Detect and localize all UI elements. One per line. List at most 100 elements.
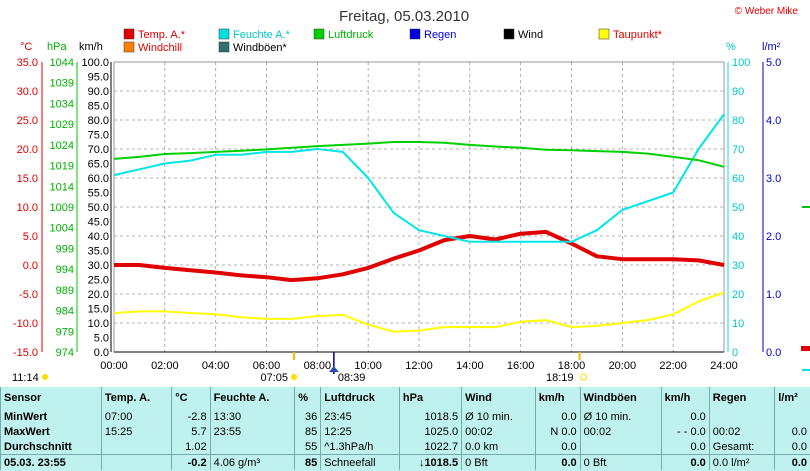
wind-tick-label: 95.0 <box>88 72 109 84</box>
table-header-cell: hPa <box>398 387 462 409</box>
rain-tick-label: 5.0 <box>766 57 781 69</box>
table-cell: 1022.7 <box>398 439 462 455</box>
weather-chart: Freitag, 05.03.2010 © Weber Mike Temp. A… <box>12 6 810 384</box>
stats-table: Sensor Temp. A. °C Feuchte A.% Luftdruck hPa W… <box>0 387 810 471</box>
table-cell: 0.0 l/m² <box>708 454 775 470</box>
legend-swatch <box>503 28 515 40</box>
wind-tick-label: 25.0 <box>88 275 109 287</box>
table-cell: Schneefall <box>320 454 400 470</box>
table-cell: 0.0 <box>774 439 810 455</box>
wind-tick-label: 80.0 <box>88 115 109 127</box>
table-header-cell: Wind <box>461 387 536 409</box>
table-cell: 0.0 <box>774 454 810 470</box>
table-cell: 12:25 <box>320 424 400 439</box>
x-tick-label: 12:00 <box>405 360 433 372</box>
table-cell: 00:02 <box>708 424 775 439</box>
table-cell: 1025.0 <box>398 424 462 439</box>
table-cell: ↓1018.5 <box>398 454 462 470</box>
table-cell: 85 <box>294 454 321 470</box>
humidity-tick-label: 10 <box>732 318 744 330</box>
humidity-tick-label: 90 <box>732 86 744 98</box>
temp-tick-label: 20.0 <box>17 144 38 156</box>
axis-units: °C hPa km/h% l/m² <box>20 41 781 53</box>
chart-series <box>113 113 725 333</box>
table-cell: 07:00 <box>100 409 172 424</box>
table-row: 05.03. 23:55 -0.2 4.06 g/m³ 85 Schneefall ↓10… <box>0 454 810 470</box>
wind-tick-label: 75.0 <box>88 130 109 142</box>
x-tick-label: 10:00 <box>354 360 382 372</box>
temp-unit-label: °C <box>20 41 32 53</box>
wind-tick-label: 85.0 <box>88 101 109 113</box>
x-tick-label: 18:00 <box>558 360 586 372</box>
table-header-cell: km/h <box>534 387 581 409</box>
wind-tick-label: 10.0 <box>88 318 109 330</box>
table-cell: 0.0 <box>660 454 710 470</box>
table-cell: 15:25 <box>100 424 172 439</box>
table-cell: 00:02 <box>579 424 662 439</box>
wind-tick-label: 65.0 <box>88 159 109 171</box>
table-header-cell: Windböen <box>579 387 662 409</box>
edge-pressure-marker <box>802 206 810 208</box>
table-cell: 05.03. 23:55 <box>0 454 102 470</box>
temp-tick-label: -10.0 <box>13 318 38 330</box>
x-tick-label: 14:00 <box>456 360 484 372</box>
table-cell: 0.0 <box>534 409 581 424</box>
pressure-tick-label: 984 <box>56 306 74 318</box>
table-cell: N 0.0 <box>534 424 581 439</box>
legend-label: Luftdruck <box>328 29 374 41</box>
x-tick-label: 02:00 <box>151 360 179 372</box>
table-header-cell: km/h <box>660 387 710 409</box>
legend-label: Feuchte A.* <box>233 29 291 41</box>
table-cell: Ø 10 min. <box>461 409 536 424</box>
table-cell: 0 Bft <box>579 454 662 470</box>
table-cell: 4.06 g/m³ <box>209 454 295 470</box>
table-cell <box>774 409 810 424</box>
table-header-row: Sensor Temp. A. °C Feuchte A.% Luftdruck hPa W… <box>0 387 810 409</box>
pressure-tick-label: 989 <box>56 285 74 297</box>
legend-label: Regen <box>424 29 456 41</box>
table-cell: -0.2 <box>171 454 211 470</box>
temp-tick-label: 10.0 <box>17 202 38 214</box>
wind-unit-label: km/h <box>79 41 103 53</box>
pressure-tick-label: 979 <box>56 326 74 338</box>
temp-tick-label: 30.0 <box>17 86 38 98</box>
table-cell: Durchschnitt <box>0 439 102 455</box>
series-line <box>113 141 725 168</box>
edge-humidity-marker <box>802 369 810 371</box>
pressure-tick-label: 999 <box>56 243 74 255</box>
temp-tick-label: 15.0 <box>17 173 38 185</box>
temp-tick-label: -15.0 <box>13 347 38 359</box>
rain-tick-label: 3.0 <box>766 173 781 185</box>
x-tick-label: 20:00 <box>609 360 637 372</box>
table-cell: 0 Bft <box>461 454 536 470</box>
legend-swatch <box>598 28 610 40</box>
pressure-tick-label: 1034 <box>50 98 74 110</box>
wind-tick-label: 100.0 <box>81 57 109 69</box>
pressure-tick-label: 1039 <box>50 78 74 90</box>
table-cell: 5.7 <box>171 424 211 439</box>
rain-unit-label: l/m² <box>762 41 781 53</box>
copyright-text: © Weber Mike <box>735 6 799 17</box>
humidity-tick-label: 50 <box>732 202 744 214</box>
humidity-tick-label: 80 <box>732 115 744 127</box>
table-cell <box>579 439 662 455</box>
wind-tick-label: 60.0 <box>88 173 109 185</box>
series-line <box>113 291 725 333</box>
wind-tick-label: 90.0 <box>88 86 109 98</box>
table-cell: MinWert <box>0 409 102 424</box>
temp-tick-label: 0.0 <box>23 260 38 272</box>
table-cell <box>209 439 295 455</box>
legend-label: Taupunkt* <box>613 29 663 41</box>
table-cell: -2.8 <box>171 409 211 424</box>
table-row: Durchschnitt 1.02 55 ^1.3hPa/h 1022.7 0.0 km 0… <box>0 439 810 455</box>
humidity-unit-label: % <box>726 41 736 53</box>
table-cell <box>100 454 172 470</box>
table-cell: 0.0 <box>660 409 710 424</box>
legend: Temp. A.* Feuchte A.* Luftdruck Regen Wind Ta… <box>123 28 663 54</box>
chart-grid <box>41 61 764 353</box>
chart-title: Freitag, 05.03.2010 <box>339 8 469 25</box>
table-cell: 55 <box>294 439 321 455</box>
temp-tick-label: 35.0 <box>17 57 38 69</box>
pressure-tick-label: 1004 <box>50 223 74 235</box>
series-line <box>113 113 725 243</box>
